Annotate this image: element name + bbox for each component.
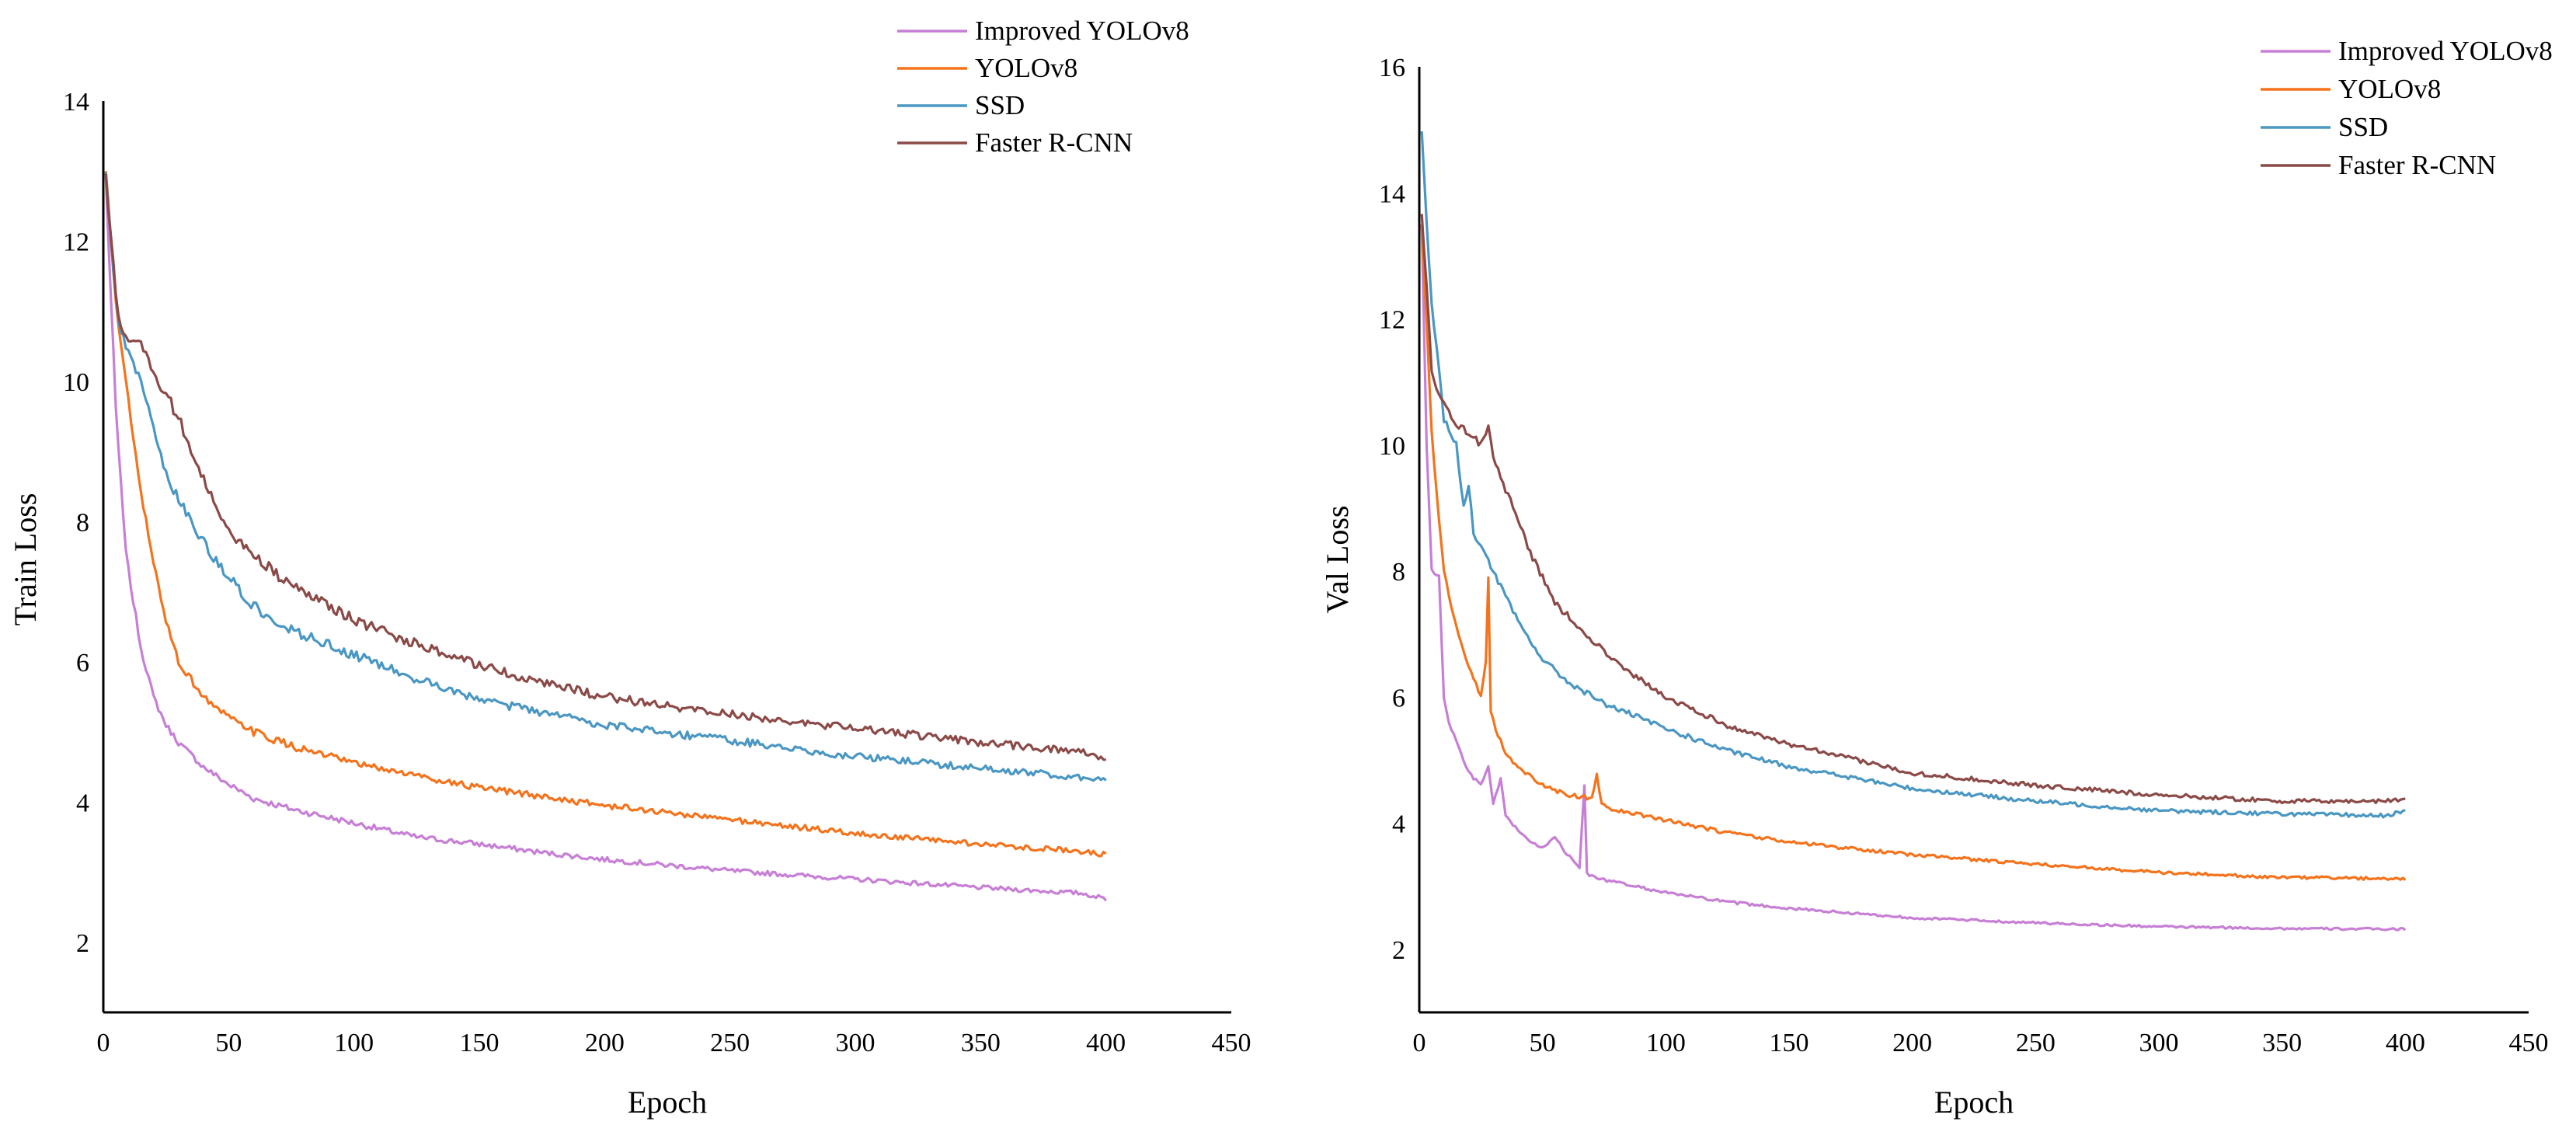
val-legend: Improved YOLOv8 YOLOv8 SSD Faster R-CNN <box>2261 36 2553 180</box>
val-y-tick-label: 16 <box>1379 54 1405 82</box>
val-series-line-yolov8 <box>1420 225 2407 881</box>
val-x-tick-label: 300 <box>2139 1029 2179 1057</box>
val-x-tick-labels: 0 50 100 150 200 250 300 350 400 450 <box>1413 1029 2549 1057</box>
val-y-tick-label: 12 <box>1379 306 1405 335</box>
train-series-line-ssd <box>104 172 1107 782</box>
val-y-tick-label: 4 <box>1392 810 1405 839</box>
train-y-tick-label: 2 <box>76 929 89 958</box>
train-y-tick-label: 4 <box>76 789 89 817</box>
val-legend-label-ssd: SSD <box>2338 112 2388 142</box>
val-x-tick-label: 350 <box>2262 1029 2302 1057</box>
train-x-tick-label: 0 <box>97 1029 110 1057</box>
val-legend-label-improved-yolov8: Improved YOLOv8 <box>2338 36 2553 66</box>
val-x-tick-label: 0 <box>1413 1029 1426 1057</box>
train-loss-plot-area <box>104 171 1107 902</box>
train-y-tick-labels: 2 4 6 8 10 12 14 <box>63 88 89 958</box>
val-series-line-improved-yolov8 <box>1420 224 2407 932</box>
train-x-tick-label: 450 <box>1212 1029 1251 1057</box>
train-loss-chart: 2 4 6 8 10 12 14 0 50 100 150 200 250 300 350 400 450 E… <box>8 16 1251 1120</box>
train-x-tick-label: 100 <box>334 1029 374 1057</box>
train-x-tick-label: 150 <box>460 1029 500 1057</box>
val-y-tick-labels: 2 4 6 8 10 12 14 16 <box>1379 54 1405 965</box>
val-x-tick-label: 150 <box>1770 1029 1809 1057</box>
val-series-line-faster-r-cnn <box>1420 214 2406 805</box>
train-legend: Improved YOLOv8 YOLOv8 SSD Faster R-CNN <box>897 16 1189 158</box>
val-legend-label-faster-r-cnn: Faster R-CNN <box>2338 150 2496 180</box>
train-legend-label-faster-r-cnn: Faster R-CNN <box>975 127 1133 158</box>
train-series-line-yolov8 <box>104 171 1107 858</box>
train-x-tick-label: 350 <box>961 1029 1001 1057</box>
val-loss-chart: 2 4 6 8 10 12 14 16 0 50 100 150 200 250 300 350 400 450… <box>1320 36 2553 1120</box>
val-y-tick-label: 14 <box>1379 179 1405 208</box>
val-y-tick-label: 2 <box>1392 936 1405 965</box>
train-x-tick-label: 250 <box>710 1029 750 1057</box>
val-x-axis-title: Epoch <box>1934 1085 2014 1120</box>
train-y-tick-label: 14 <box>63 88 89 117</box>
val-loss-plot-area <box>1420 131 2407 932</box>
val-x-tick-label: 250 <box>2016 1029 2056 1057</box>
train-legend-label-improved-yolov8: Improved YOLOv8 <box>975 16 1189 46</box>
train-series-line-improved-yolov8 <box>104 176 1107 902</box>
train-x-tick-label: 300 <box>836 1029 875 1057</box>
train-y-tick-label: 12 <box>63 228 89 256</box>
val-y-tick-label: 8 <box>1392 558 1405 587</box>
train-y-axis-title: Train Loss <box>8 493 43 626</box>
train-x-tick-labels: 0 50 100 150 200 250 300 350 400 450 <box>97 1029 1251 1057</box>
train-y-tick-label: 6 <box>76 649 89 677</box>
val-series-line-ssd <box>1420 131 2406 819</box>
train-legend-label-ssd: SSD <box>975 90 1025 120</box>
val-legend-label-yolov8: YOLOv8 <box>2338 74 2441 104</box>
train-y-tick-label: 8 <box>76 508 89 537</box>
val-x-tick-label: 200 <box>1892 1029 1932 1057</box>
train-x-axis-title: Epoch <box>628 1085 707 1120</box>
val-x-tick-label: 100 <box>1646 1029 1686 1057</box>
train-x-tick-label: 400 <box>1086 1029 1126 1057</box>
val-x-tick-label: 50 <box>1530 1029 1556 1057</box>
train-legend-label-yolov8: YOLOv8 <box>975 53 1077 83</box>
val-y-tick-label: 10 <box>1379 432 1405 461</box>
train-x-tick-label: 200 <box>585 1029 625 1057</box>
val-x-tick-label: 450 <box>2509 1029 2549 1057</box>
val-y-axis-title: Val Loss <box>1320 506 1355 614</box>
train-series-line-faster-r-cnn <box>104 173 1106 761</box>
train-y-tick-label: 10 <box>63 368 89 397</box>
val-y-tick-label: 6 <box>1392 684 1405 712</box>
val-x-tick-label: 400 <box>2386 1029 2425 1057</box>
train-x-tick-label: 50 <box>215 1029 242 1057</box>
